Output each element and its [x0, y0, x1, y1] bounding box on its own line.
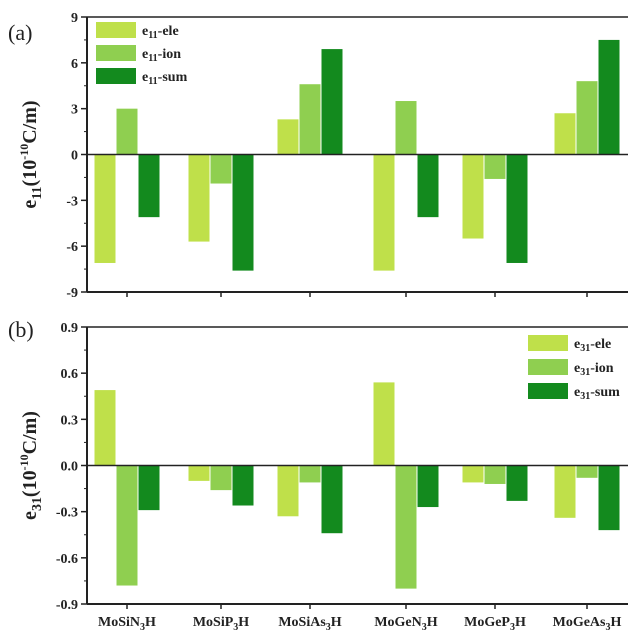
y-tick-label: -3	[66, 194, 78, 209]
bar-e11-sum-MoSiN3H	[138, 154, 160, 218]
bar-e31-sum-MoSiP3H	[232, 465, 254, 506]
y-tick-label: 3	[71, 103, 78, 118]
bar-e11-ion-MoGeAs3H	[576, 81, 598, 155]
category-label: MoSiP3H	[193, 615, 249, 633]
bar-e11-ele-MoSiAs3H	[277, 119, 299, 155]
bar-e11-ele-MoGeP3H	[462, 154, 484, 239]
y-tick-label: 0.9	[61, 321, 79, 336]
panel-label: (b)	[8, 317, 34, 342]
y-tick-label: 0.6	[61, 367, 79, 382]
y-tick-label: 0	[71, 149, 78, 164]
bar-e31-sum-MoGeP3H	[506, 465, 528, 501]
bar-e31-ion-MoGeP3H	[484, 465, 506, 484]
category-label: MoGeP3H	[464, 615, 526, 633]
legend-swatch	[96, 68, 136, 84]
y-tick-label: 0.3	[61, 413, 79, 428]
legend-swatch	[528, 335, 568, 351]
panel-label: (a)	[8, 20, 32, 45]
bar-e31-sum-MoGeN3H	[417, 465, 439, 508]
y-tick-label: -0.3	[56, 506, 78, 521]
bar-e31-ele-MoSiAs3H	[277, 465, 299, 517]
y-axis-label: e11(10-10C/m)	[17, 100, 45, 208]
y-tick-label: 0.0	[61, 460, 79, 475]
bar-e31-sum-MoSiAs3H	[321, 465, 343, 534]
legend: e31-ele e31-ion e31-sum	[528, 335, 620, 402]
bar-e31-ele-MoGeAs3H	[554, 465, 576, 518]
bar-e11-ion-MoGeP3H	[484, 154, 506, 179]
legend-swatch	[96, 45, 136, 61]
bar-e31-ion-MoGeAs3H	[576, 465, 598, 478]
bar-e11-ele-MoSiP3H	[188, 154, 210, 242]
bars	[94, 39, 620, 271]
category-label: MoSiAs3H	[278, 615, 341, 633]
legend-label: e11-ion	[142, 47, 181, 64]
y-tick-label: -0.9	[56, 598, 78, 613]
legend-swatch	[528, 383, 568, 399]
bar-e11-sum-MoGeN3H	[417, 154, 439, 218]
y-tick-label: 9	[71, 11, 78, 26]
bar-e11-ion-MoSiN3H	[116, 108, 138, 155]
category-label: MoGeN3H	[374, 615, 437, 633]
bar-e31-sum-MoGeAs3H	[598, 465, 620, 531]
bar-e31-ele-MoSiN3H	[94, 390, 116, 466]
legend: e11-ele e11-ion e11-sum	[96, 22, 188, 87]
y-axis-label: e31(10-10C/m)	[17, 411, 45, 520]
legend-swatch	[96, 22, 136, 38]
bar-e11-ion-MoSiP3H	[210, 154, 232, 184]
y-tick-label: -0.6	[56, 552, 78, 567]
bar-e31-ion-MoSiP3H	[210, 465, 232, 491]
bar-e31-sum-MoSiN3H	[138, 465, 160, 511]
bar-e11-ion-MoGeN3H	[395, 101, 417, 155]
bar-e11-sum-MoGeP3H	[506, 154, 528, 263]
bar-e11-ion-MoSiAs3H	[299, 84, 321, 155]
panel-b-e31-chart: -0.9 -0.6 -0.3 0.0 0.3 0.6 0.9 MoSiN3H MoSiP3H Mo…	[8, 317, 628, 633]
panel-a-e11-chart: -9 -6 -3 0 3 6 9 (a) e11(10-10C/m) e11-ele e11-ion…	[8, 11, 628, 301]
bar-e31-ele-MoSiP3H	[188, 465, 210, 481]
bar-e11-sum-MoGeAs3H	[598, 39, 620, 155]
legend-label: e31-sum	[574, 385, 620, 402]
bar-e31-ele-MoGeN3H	[373, 382, 395, 466]
bar-e11-sum-MoSiAs3H	[321, 49, 343, 155]
legend-label: e31-ele	[574, 337, 611, 354]
bar-e11-sum-MoSiP3H	[232, 154, 254, 271]
bar-e31-ion-MoSiAs3H	[299, 465, 321, 483]
legend-label: e11-sum	[142, 70, 188, 87]
y-tick-label: -6	[66, 240, 78, 255]
category-label: MoGeAs3H	[553, 615, 622, 633]
bar-e31-ion-MoGeN3H	[395, 465, 417, 589]
category-label: MoSiN3H	[98, 615, 156, 633]
y-tick-label: -9	[66, 286, 78, 301]
bar-e11-ele-MoGeN3H	[373, 154, 395, 271]
legend-swatch	[528, 359, 568, 375]
bar-e31-ion-MoSiN3H	[116, 465, 138, 586]
bar-e31-ele-MoGeP3H	[462, 465, 484, 483]
bar-e11-ele-MoGeAs3H	[554, 113, 576, 155]
bars	[94, 382, 620, 589]
legend-label: e31-ion	[574, 361, 614, 378]
bar-e11-ele-MoSiN3H	[94, 154, 116, 263]
legend-label: e11-ele	[142, 24, 179, 41]
y-tick-label: 6	[71, 57, 78, 72]
